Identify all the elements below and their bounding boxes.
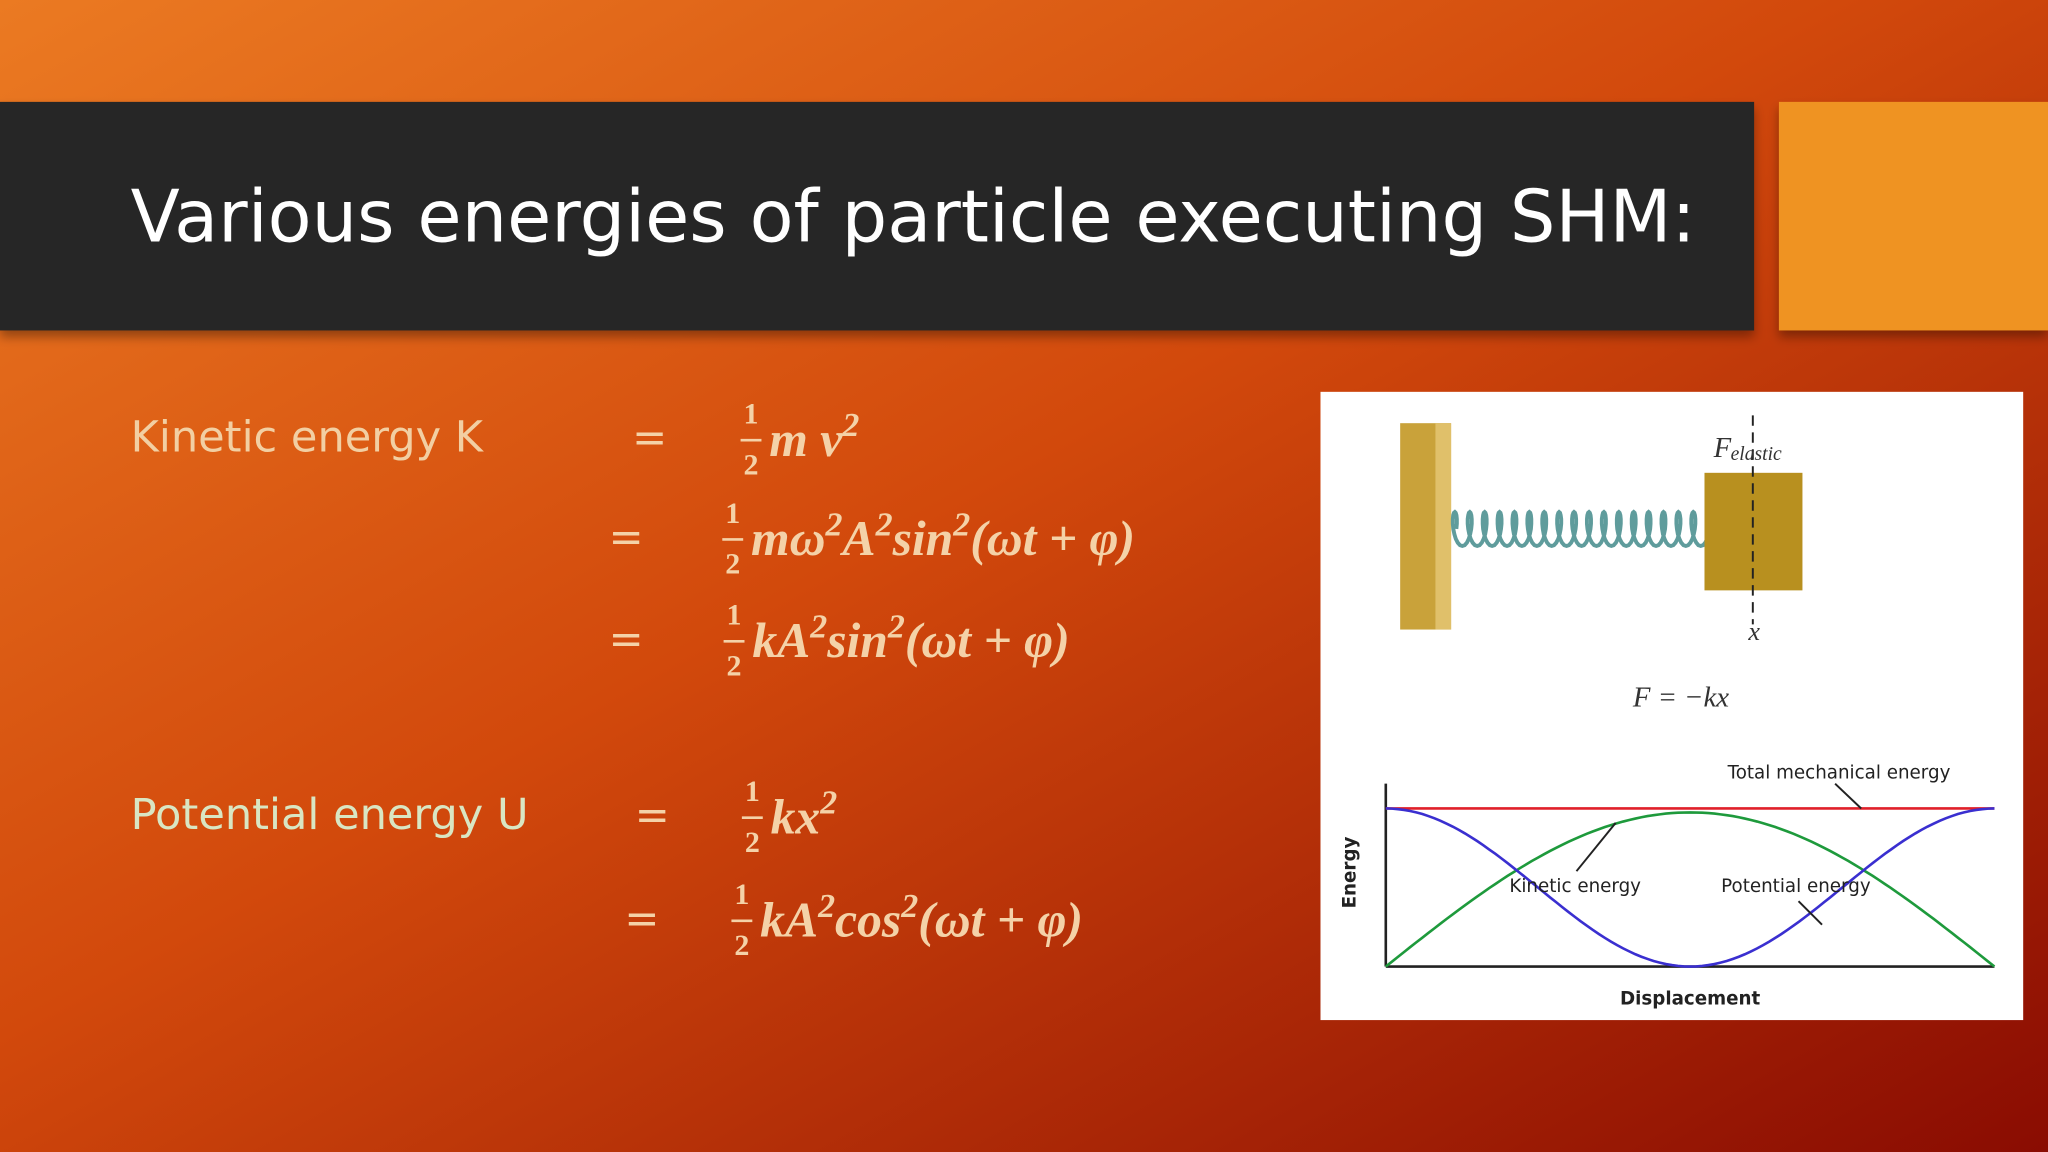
kinetic-label: Kinetic energy K (131, 413, 485, 463)
pointer (1575, 822, 1617, 872)
force-subscript: elastic (1731, 444, 1782, 465)
equals-sign: = (635, 790, 670, 839)
equation-expression: kx2 (771, 785, 838, 845)
equation-expression: m v2 (769, 407, 859, 467)
force-label: F (1713, 432, 1732, 464)
expression-part: mω (751, 511, 826, 566)
wall-edge (1435, 423, 1452, 630)
title-bar (0, 101, 1755, 331)
fraction-denominator: 2 (725, 548, 740, 581)
superscript: 2 (887, 608, 905, 645)
x-label: x (1747, 617, 1760, 646)
superscript: 2 (817, 888, 835, 925)
fraction-denominator: 2 (744, 448, 759, 481)
expression-part: kx (771, 789, 821, 844)
equals-sign: = (632, 413, 667, 462)
expression-part: m v (769, 412, 843, 467)
accent-box (1778, 101, 2048, 331)
potential-curve-label: Potential energy (1721, 876, 1871, 897)
expression-part: A (839, 511, 875, 566)
pointer (1797, 900, 1823, 926)
expression-part: kA (760, 892, 818, 947)
slide-title: Various energies of particle executing S… (131, 175, 1696, 259)
fraction-denominator: 2 (745, 826, 760, 859)
kinetic-curve-label: Kinetic energy (1509, 876, 1641, 897)
total-label: Total mechanical energy (1727, 762, 1951, 783)
fraction-numerator: 1 (725, 497, 740, 530)
superscript: 2 (825, 507, 843, 544)
superscript: 2 (875, 507, 893, 544)
superscript: 2 (952, 507, 970, 544)
superscript: 2 (819, 785, 837, 822)
fraction-numerator: 1 (734, 878, 749, 911)
equals-sign: = (609, 614, 644, 663)
fraction-denominator: 2 (734, 929, 749, 962)
equals-sign: = (609, 512, 644, 561)
fraction-numerator: 1 (727, 599, 742, 632)
expression-part: sin (826, 613, 888, 668)
fraction-numerator: 1 (745, 775, 760, 808)
expression-part: cos (835, 892, 901, 947)
potential-label: Potential energy U (131, 790, 529, 840)
superscript: 2 (809, 608, 827, 645)
fraction-numerator: 1 (744, 398, 759, 431)
equation-expression: kA2sin2(ωt + φ) (752, 608, 1069, 668)
kinetic-curve (1384, 811, 1996, 968)
superscript: 2 (841, 407, 859, 444)
expression-part: kA (752, 613, 810, 668)
potential-curve (1385, 807, 1995, 968)
equation-expression: kA2cos2(ωt + φ) (760, 888, 1083, 948)
equation-expression: mω2A2sin2(ωt + φ) (751, 507, 1135, 567)
expression-part: sin (892, 511, 954, 566)
equals-sign: = (624, 893, 659, 942)
expression-part: (ωt + φ) (918, 892, 1083, 947)
pointer (1834, 782, 1862, 810)
spring (1450, 509, 1712, 549)
force-law: F = −kx (1632, 682, 1729, 714)
expression-part: (ωt + φ) (905, 613, 1070, 668)
y-axis-title: Energy (1340, 836, 1361, 908)
x-axis-title: Displacement (1620, 988, 1761, 1009)
fraction-denominator: 2 (727, 650, 742, 683)
superscript: 2 (900, 888, 918, 925)
expression-part: (ωt + φ) (970, 511, 1135, 566)
